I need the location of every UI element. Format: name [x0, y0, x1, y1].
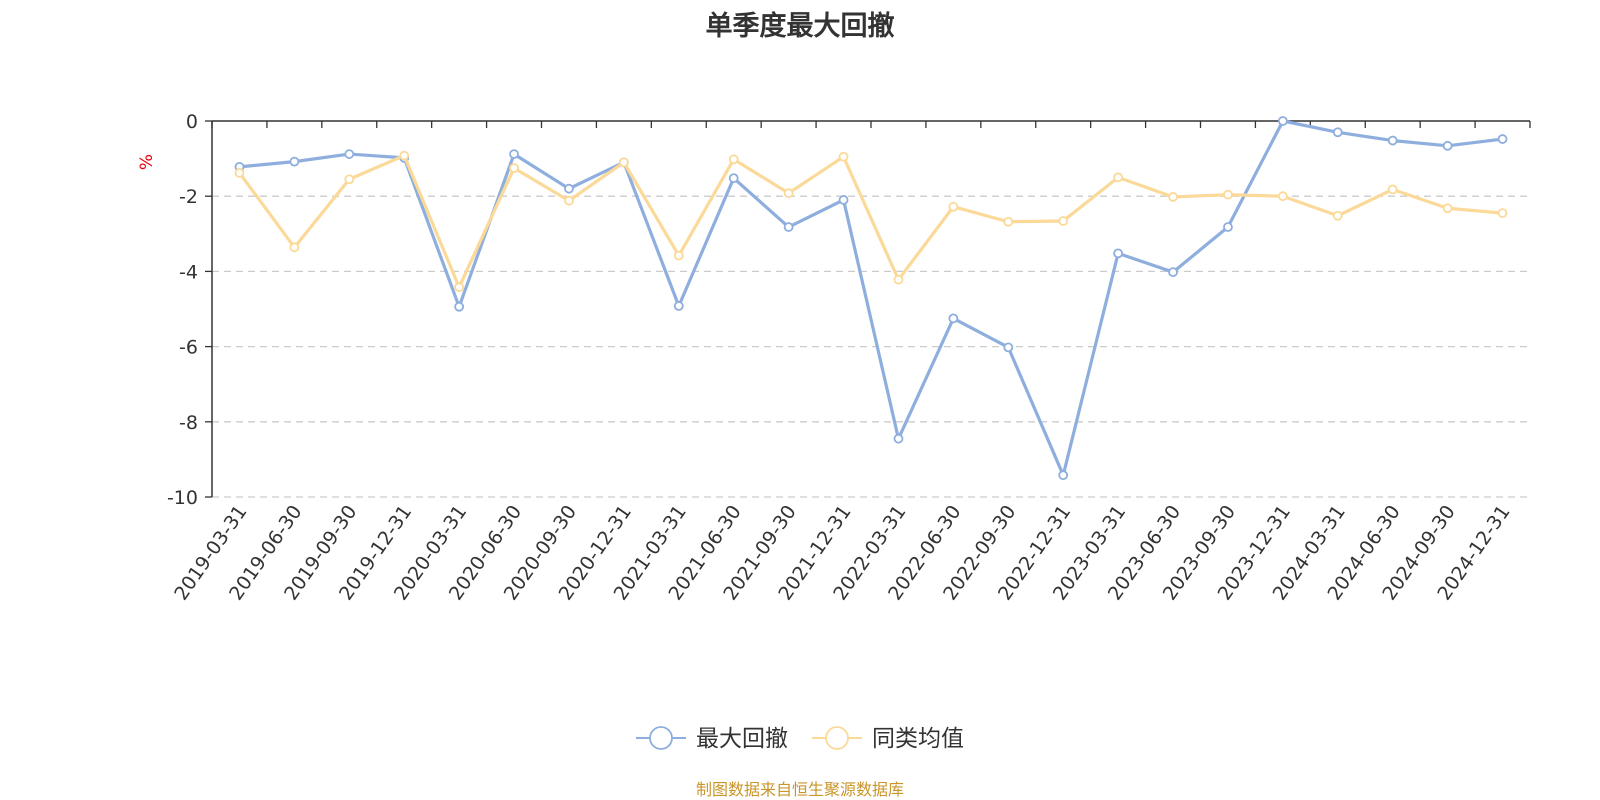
data-point[interactable] [948, 201, 959, 212]
data-point[interactable] [783, 222, 794, 232]
y-tick-label: -6 [179, 337, 198, 359]
series-2 [234, 150, 1508, 293]
data-point[interactable] [454, 282, 465, 293]
data-point[interactable] [1113, 172, 1124, 183]
series-line [239, 119, 1503, 477]
axes: 0-2-4-6-8-102019-03-312019-06-302019-09-… [167, 111, 1531, 604]
chart-title: 单季度最大回撤 [705, 11, 895, 42]
y-tick-label: -8 [179, 412, 198, 434]
data-point[interactable] [564, 183, 574, 194]
data-point[interactable] [289, 242, 300, 253]
data-point[interactable] [1332, 127, 1343, 138]
legend-marker-icon [825, 726, 849, 750]
series-1 [234, 116, 1508, 481]
data-point[interactable] [1168, 267, 1178, 278]
grid-lines [212, 195, 1530, 498]
data-point[interactable] [1113, 248, 1124, 259]
data-point[interactable] [1223, 189, 1233, 200]
legend-marker-icon [649, 726, 673, 750]
data-point[interactable] [1442, 203, 1453, 214]
legend-item[interactable]: 最大回撤 [636, 726, 788, 752]
data-point[interactable] [1003, 216, 1014, 227]
data-point[interactable] [454, 301, 465, 312]
source-note: 制图数据来自恒生聚源数据库 [695, 780, 904, 799]
data-point[interactable] [1387, 135, 1398, 146]
data-point[interactable] [838, 195, 849, 205]
data-point[interactable] [289, 156, 300, 167]
data-point[interactable] [344, 174, 355, 185]
data-point[interactable] [728, 154, 739, 165]
data-point[interactable] [1387, 184, 1398, 195]
data-point[interactable] [838, 151, 849, 162]
data-point[interactable] [509, 163, 519, 173]
y-tick-label: 0 [186, 111, 198, 133]
data-point[interactable] [344, 149, 355, 159]
data-point[interactable] [1058, 216, 1069, 226]
legend: 最大回撤 同类均值 [636, 726, 964, 752]
data-point[interactable] [1277, 116, 1288, 126]
data-point[interactable] [1497, 208, 1508, 219]
y-tick-label: -2 [179, 186, 198, 208]
legend-item[interactable]: 同类均值 [812, 726, 964, 752]
data-point[interactable] [948, 313, 959, 324]
data-point[interactable] [1168, 192, 1178, 202]
legend-label: 最大回撤 [696, 726, 788, 752]
data-point[interactable] [618, 157, 629, 168]
series-lines [234, 116, 1508, 481]
data-point[interactable] [728, 173, 739, 184]
data-point[interactable] [1223, 222, 1233, 232]
data-point[interactable] [893, 433, 904, 444]
data-point[interactable] [234, 167, 245, 178]
data-point[interactable] [673, 250, 684, 261]
series-line [238, 153, 1503, 289]
data-point[interactable] [1058, 470, 1069, 481]
data-point[interactable] [399, 150, 410, 161]
data-point[interactable] [564, 195, 574, 206]
y-tick-label: -10 [167, 487, 198, 509]
data-point[interactable] [893, 274, 904, 285]
data-point[interactable] [1332, 210, 1343, 221]
data-point[interactable] [1277, 191, 1288, 202]
data-point[interactable] [1497, 134, 1508, 144]
data-point[interactable] [673, 301, 684, 311]
data-point[interactable] [1442, 140, 1453, 151]
legend-label: 同类均值 [872, 726, 964, 752]
data-point[interactable] [1003, 342, 1014, 353]
data-point[interactable] [783, 188, 794, 199]
y-tick-label: -4 [179, 261, 198, 283]
y-axis-unit-label: % [137, 154, 157, 170]
data-point[interactable] [509, 149, 519, 159]
